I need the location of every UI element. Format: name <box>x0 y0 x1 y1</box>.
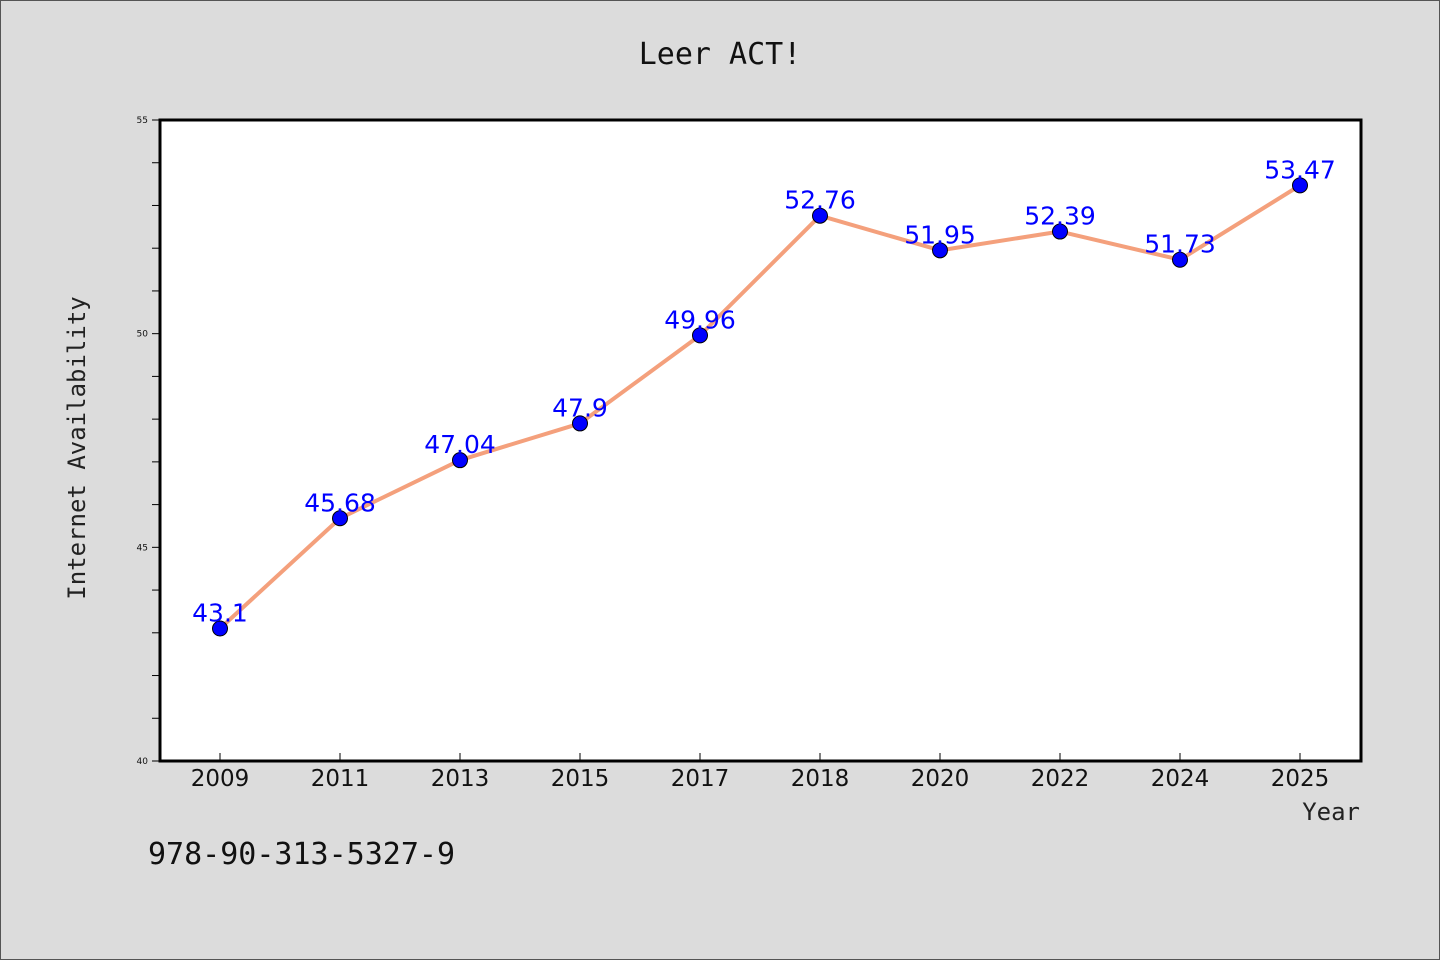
data-point <box>692 327 708 344</box>
data-label: 47.04 <box>424 430 496 459</box>
isbn-text: 978-90-313-5327-9 <box>148 837 455 872</box>
x-tick-label: 2024 <box>1151 766 1210 792</box>
x-axis: 2009 2011 2013 2015 2017 2018 2020 2022 2024 2025 <box>191 753 1330 792</box>
x-tick-label: 2015 <box>551 766 610 792</box>
y-tick-label: 55 <box>137 116 148 126</box>
data-point <box>932 242 948 259</box>
data-label: 52.39 <box>1024 202 1096 231</box>
x-tick-label: 2022 <box>1031 766 1090 792</box>
data-point <box>1172 251 1188 268</box>
data-point <box>452 452 468 469</box>
y-axis: 40 45 50 55 <box>137 116 160 767</box>
x-tick-label: 2013 <box>431 766 490 792</box>
data-label: 51.95 <box>904 220 976 249</box>
data-label: 52.76 <box>784 186 856 215</box>
data-point <box>1292 177 1308 194</box>
data-label: 49.96 <box>664 305 736 334</box>
x-tick-label: 2025 <box>1271 766 1330 792</box>
data-label: 47.9 <box>552 393 608 422</box>
series-line <box>218 183 1302 630</box>
y-tick-label: 50 <box>137 330 149 340</box>
data-point <box>812 207 828 224</box>
y-tick-label: 45 <box>137 543 148 553</box>
plot-area <box>158 118 1363 763</box>
chart-title: Leer ACT! <box>639 37 802 72</box>
data-point <box>1052 223 1068 240</box>
data-label: 45.68 <box>304 488 376 517</box>
y-tick-label: 40 <box>137 757 149 767</box>
y-axis-title: Internet Availability <box>63 296 91 599</box>
x-tick-label: 2020 <box>911 766 970 792</box>
x-tick-label: 2011 <box>311 766 370 792</box>
x-tick-label: 2018 <box>791 766 850 792</box>
x-tick-label: 2009 <box>191 766 250 792</box>
data-label: 53.47 <box>1264 155 1336 184</box>
series-group: 43.1 45.68 47.04 47.9 49.96 52.76 51.95 52.39 51… <box>192 155 1336 637</box>
data-label: 51.73 <box>1144 230 1216 259</box>
data-label: 43.1 <box>192 599 248 628</box>
data-point <box>332 510 348 527</box>
data-point <box>572 415 588 432</box>
data-point <box>212 620 228 637</box>
x-tick-label: 2017 <box>671 766 730 792</box>
x-axis-title: Year <box>1302 798 1360 826</box>
